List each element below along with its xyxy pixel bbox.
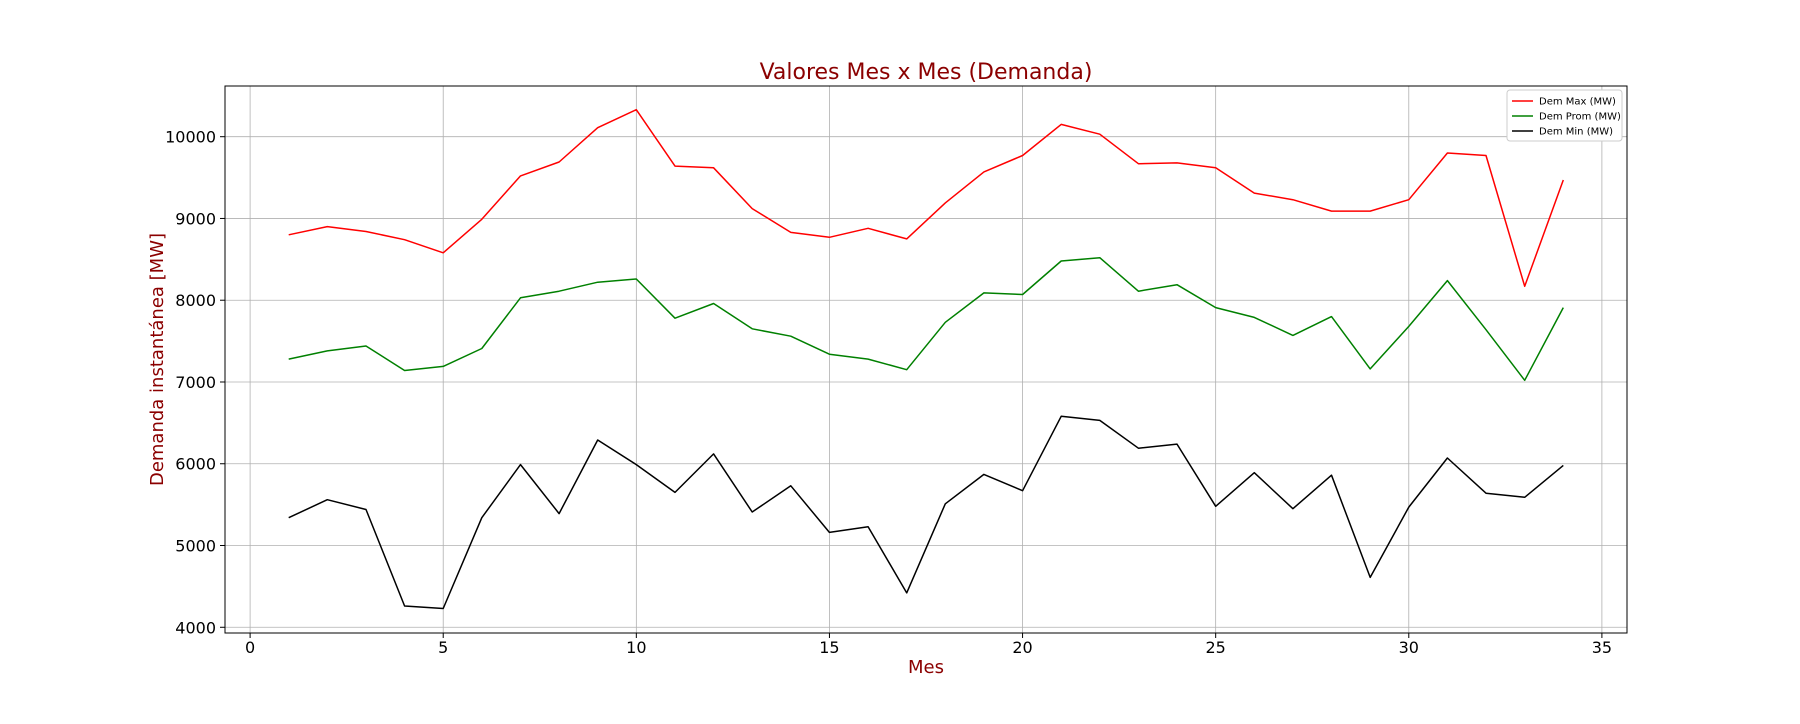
y-tick-label: 9000 [175, 209, 216, 228]
x-tick-label: 35 [1592, 638, 1612, 657]
x-axis-ticks: 0 5 10 15 20 25 30 35 [245, 633, 1612, 657]
y-tick-label: 6000 [175, 455, 216, 474]
y-tick-label: 10000 [165, 128, 216, 147]
x-tick-label: 25 [1205, 638, 1225, 657]
legend-box [1506, 89, 1623, 142]
series-line-3 [288, 415, 1564, 610]
grid [225, 86, 1627, 633]
x-tick-label: 30 [1399, 638, 1419, 657]
series-line-1 [288, 108, 1565, 288]
chart-title: Valores Mes x Mes (Demanda) [760, 60, 1093, 85]
y-tick-label: 8000 [175, 291, 216, 310]
series-lines [288, 108, 1565, 610]
y-tick-label: 4000 [175, 618, 216, 637]
x-tick-label: 15 [819, 638, 839, 657]
y-axis-label: Demanda instantánea [MW] [147, 233, 168, 486]
y-axis-ticks: 4000 5000 6000 7000 8000 9000 10000 [165, 128, 225, 637]
legend-entry: Dem Prom (MW) [1539, 112, 1621, 123]
x-tick-label: 20 [1012, 638, 1032, 657]
x-tick-label: 0 [245, 638, 255, 657]
x-tick-label: 10 [626, 638, 646, 657]
x-tick-label: 5 [438, 638, 448, 657]
y-tick-label: 7000 [175, 373, 216, 392]
y-tick-label: 5000 [175, 537, 216, 556]
x-axis-label: Mes [908, 657, 944, 678]
legend-entry: Dem Max (MW) [1539, 97, 1616, 108]
series-line-2 [288, 256, 1564, 382]
legend: Dem Max (MW) Dem Prom (MW) Dem Min (MW) [1506, 89, 1623, 142]
plot-frame [224, 85, 1628, 634]
legend-entry: Dem Min (MW) [1539, 127, 1613, 138]
